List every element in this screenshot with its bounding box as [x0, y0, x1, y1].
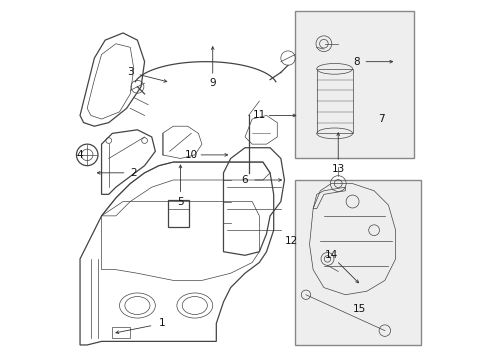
Text: 13: 13	[332, 164, 345, 174]
Text: 14: 14	[324, 250, 338, 260]
Text: 1: 1	[159, 319, 166, 328]
Text: 4: 4	[77, 150, 83, 160]
Text: 12: 12	[285, 236, 298, 246]
Bar	[168, 200, 190, 226]
Bar	[317, 69, 353, 134]
Text: 5: 5	[177, 197, 184, 207]
Bar	[295, 12, 414, 158]
Text: 11: 11	[253, 111, 266, 121]
Text: 6: 6	[242, 175, 248, 185]
Text: 10: 10	[185, 150, 198, 160]
Bar	[112, 327, 130, 338]
Text: 9: 9	[209, 78, 216, 88]
Bar	[295, 180, 421, 345]
Text: 3: 3	[127, 67, 134, 77]
Text: 8: 8	[353, 57, 360, 67]
Bar	[295, 12, 414, 158]
Bar	[295, 180, 421, 345]
Text: 7: 7	[378, 114, 385, 124]
Text: 15: 15	[353, 304, 367, 314]
Text: 2: 2	[130, 168, 137, 178]
